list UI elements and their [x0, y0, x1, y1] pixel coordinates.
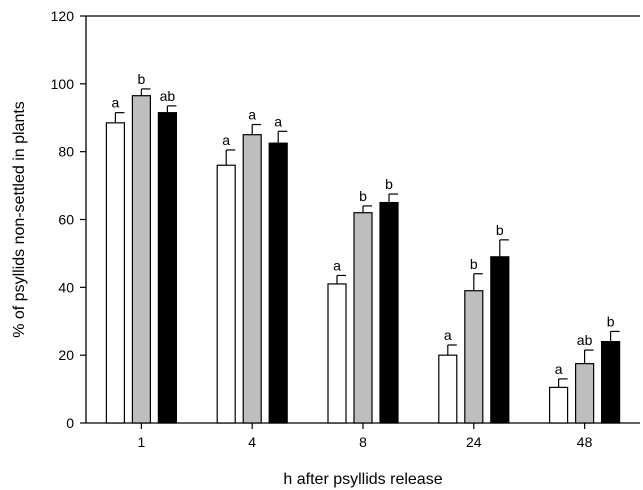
- bar: [327, 283, 347, 424]
- significance-letter: ab: [160, 88, 176, 104]
- significance-letter: a: [222, 132, 230, 148]
- x-tick-label: 48: [577, 434, 593, 450]
- bar: [105, 122, 126, 424]
- bar: [600, 341, 621, 424]
- significance-letter: b: [470, 256, 478, 272]
- x-axis-label: h after psyllids release: [283, 471, 442, 488]
- bar: [131, 95, 151, 424]
- bar: [574, 363, 595, 424]
- significance-letter: ab: [577, 332, 593, 348]
- x-axis-ticks: 1 4 8 24 48: [138, 423, 593, 450]
- x-tick-label: 8: [359, 434, 367, 450]
- bar: [379, 201, 399, 424]
- bar: [157, 112, 177, 424]
- y-tick-label: 20: [58, 347, 74, 363]
- x-tick-label: 4: [248, 434, 256, 450]
- significance-letter: b: [496, 222, 504, 238]
- bar: [242, 134, 262, 424]
- significance-letter: b: [385, 176, 393, 192]
- bar: [353, 212, 373, 424]
- y-axis-label: % of psyllids non-settled in plants: [11, 101, 28, 338]
- y-axis-ticks: 0 20 40 60 80 100 120: [51, 8, 86, 431]
- significance-letter: a: [248, 107, 256, 123]
- significance-letter: a: [112, 95, 120, 111]
- bar: [490, 256, 510, 424]
- significance-letter: b: [138, 71, 146, 87]
- bar: [438, 354, 458, 424]
- significance-letter: a: [333, 257, 341, 273]
- bar: [464, 290, 484, 424]
- y-tick-label: 0: [66, 415, 74, 431]
- bar: [548, 386, 569, 424]
- x-tick-label: 24: [466, 434, 482, 450]
- y-tick-label: 100: [51, 76, 75, 92]
- significance-letter: a: [444, 327, 452, 343]
- bar: [268, 142, 288, 424]
- y-tick-label: 120: [51, 8, 75, 24]
- significance-letter: a: [555, 361, 563, 377]
- y-tick-label: 40: [58, 279, 74, 295]
- significance-letter: a: [274, 113, 282, 129]
- y-tick-label: 60: [58, 212, 74, 228]
- significance-letter: b: [607, 313, 615, 329]
- significance-letter: b: [359, 188, 367, 204]
- x-tick-label: 1: [138, 434, 146, 450]
- bar: [216, 164, 236, 424]
- y-tick-label: 80: [58, 144, 74, 160]
